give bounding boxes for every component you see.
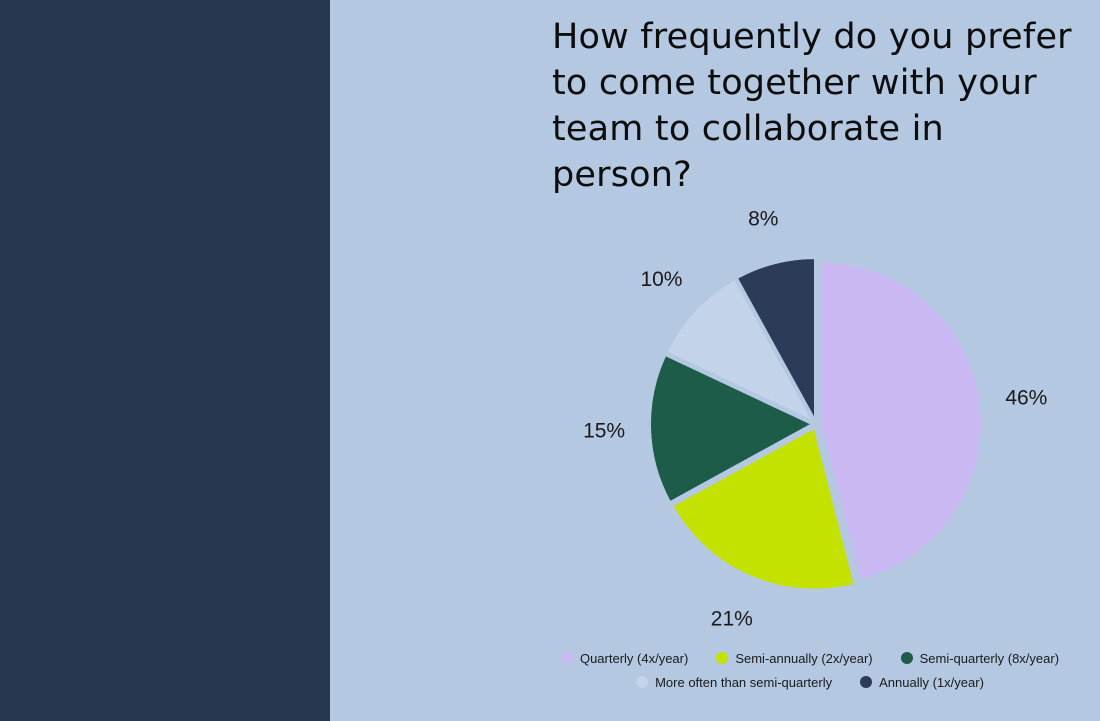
legend-row-0: Quarterly (4x/year) Semi-annually (2x/yea… [530,646,1090,670]
slice-label-2: 15% [583,420,625,443]
legend-swatch-0 [560,652,573,664]
pie-slice-3 [665,277,816,424]
left-panel [0,0,330,721]
pie-slice-2 [649,353,815,504]
legend-swatch-2 [900,652,913,664]
legend-label-2: Semi-quarterly (8x/year) [919,650,1060,666]
legend-label-3: More often than semi-quarterly [655,674,833,690]
slice-label-4: 8% [748,208,778,231]
legend-label-1: Semi-annually (2x/year) [735,650,873,666]
pie-slice-1 [671,426,856,591]
chart-area: How frequently do you prefer to come tog… [330,0,1100,721]
pie-slice-0 [818,260,983,582]
legend-item-2: Semi-quarterly (8x/year) [900,650,1060,666]
slice-label-3: 10% [640,268,682,291]
pie-slice-4 [735,257,817,421]
legend-row-1: More often than semi-quarterly Annually (… [530,670,1090,694]
legend-item-0: Quarterly (4x/year) [560,650,689,666]
legend: Quarterly (4x/year) Semi-annually (2x/yea… [530,646,1090,694]
legend-swatch-4 [860,676,873,688]
legend-swatch-3 [636,676,649,688]
pie-chart: 46% 21% 15% 10% 8% [583,208,1047,631]
legend-label-4: Annually (1x/year) [879,674,984,690]
slice-label-1: 21% [711,608,753,631]
slice-label-0: 46% [1005,386,1047,409]
legend-swatch-1 [716,652,729,664]
legend-label-0: Quarterly (4x/year) [579,650,689,666]
legend-item-4: Annually (1x/year) [860,675,984,690]
chart-title: How frequently do you prefer to come tog… [552,17,1072,195]
legend-item-3: More often than semi-quarterly [636,675,832,690]
legend-item-1: Semi-annually (2x/year) [716,650,873,666]
